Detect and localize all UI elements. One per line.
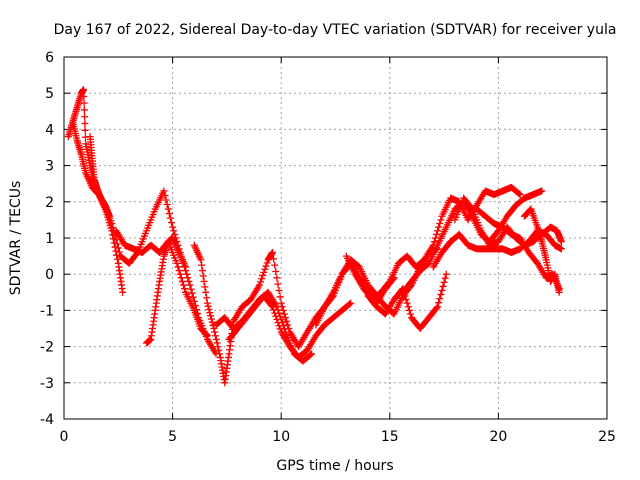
data-point-markers (429, 227, 565, 271)
x-tick-label: 15 (381, 429, 399, 445)
data-point-markers (112, 227, 211, 340)
y-tick-label: -3 (40, 376, 54, 392)
x-tick-label: 10 (272, 429, 290, 445)
data-point-markers (225, 292, 355, 361)
series-prn-f (143, 234, 190, 347)
x-tick-label: 5 (168, 429, 177, 445)
y-tick-label: 0 (45, 267, 54, 283)
series-prn-o (429, 227, 565, 271)
x-axis-label: GPS time / hours (276, 458, 393, 474)
x-tick-label: 25 (598, 429, 616, 445)
series-prn-e (112, 227, 211, 340)
series-prn-i (225, 292, 355, 361)
series-prn-g (190, 241, 277, 387)
x-tick-label: 20 (489, 429, 507, 445)
y-tick-label: -4 (40, 412, 54, 428)
data-series (64, 86, 565, 387)
y-tick-label: 4 (45, 122, 54, 138)
x-tick-label: 0 (60, 429, 69, 445)
grid (64, 57, 607, 419)
axis-ticks: 0 5 10 15 20 25 -4 -3 -2 -1 0 1 2 3 4 5 6 (40, 50, 616, 445)
data-point-markers (143, 234, 190, 347)
data-point-markers (520, 205, 563, 296)
series-prn-a (64, 118, 127, 296)
y-tick-label: -1 (40, 303, 54, 319)
data-point-markers (190, 241, 277, 387)
y-tick-label: -2 (40, 340, 54, 356)
chart-title: Day 167 of 2022, Sidereal Day-to-day VTE… (54, 22, 617, 38)
y-tick-label: 6 (45, 50, 54, 66)
series-prn-r (520, 205, 563, 296)
y-tick-label: 5 (45, 86, 54, 102)
y-axis-label: SDTVAR / TECUs (8, 181, 24, 296)
y-tick-label: 1 (45, 231, 54, 247)
y-tick-label: 3 (45, 159, 54, 175)
data-point-markers (64, 118, 127, 296)
y-tick-label: 2 (45, 195, 54, 211)
